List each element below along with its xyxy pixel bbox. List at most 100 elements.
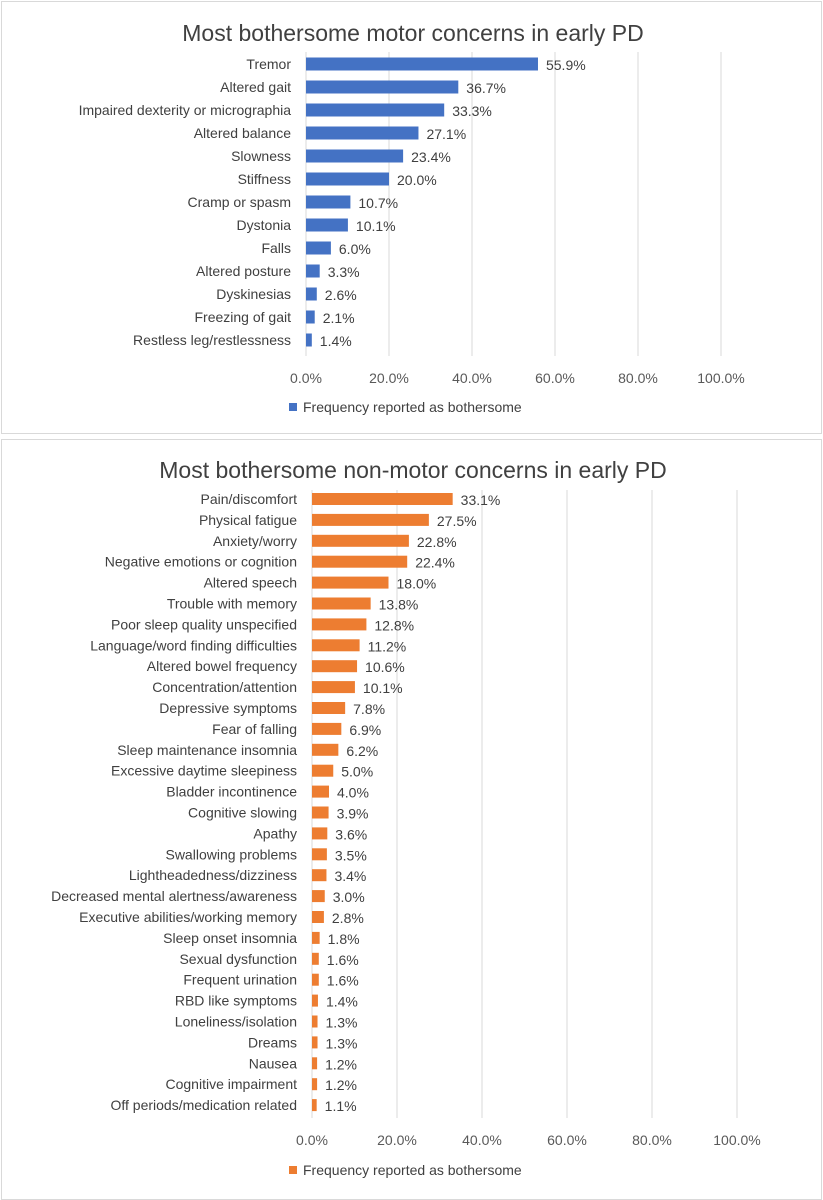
bar [312,597,371,610]
bar [312,764,334,777]
data-label: 3.6% [335,826,367,842]
bar [312,681,355,694]
category-label: Cramp or spasm [188,194,291,210]
category-label: Language/word finding difficulties [90,637,297,653]
data-label: 10.6% [365,659,405,675]
bar [312,743,339,756]
data-label: 1.6% [327,952,359,968]
bar [306,333,312,347]
x-tick-label: 60.0% [547,1132,587,1148]
category-label: Decreased mental alertness/awareness [51,888,297,904]
data-label: 3.9% [337,806,369,822]
data-label: 11.2% [368,638,407,654]
bar [306,57,538,71]
chart-title: Most bothersome non-motor concerns in ea… [159,457,667,483]
bar [312,827,328,840]
bar [312,1099,317,1112]
category-label: Freezing of gait [195,309,292,325]
category-label: Apathy [253,825,297,841]
data-label: 3.3% [328,264,360,280]
data-label: 3.0% [333,889,365,905]
bar [312,869,327,882]
bar [306,172,389,186]
legend-swatch [289,403,297,411]
data-label: 1.3% [326,1035,358,1051]
bar [312,1015,318,1028]
data-label: 6.0% [339,241,371,257]
bar [306,264,320,278]
x-tick-label: 40.0% [452,370,492,386]
data-label: 3.5% [335,847,367,863]
data-label: 18.0% [397,576,437,592]
legend-swatch [289,1166,297,1174]
x-tick-label: 100.0% [713,1132,760,1148]
bar [312,848,327,861]
data-label: 20.0% [397,172,437,188]
category-label: Sexual dysfunction [179,951,297,967]
bar [312,702,346,714]
nonmotor-chart-panel: Most bothersome non-motor concerns in ea… [1,439,822,1200]
category-label: Nausea [249,1055,297,1071]
data-label: 2.1% [323,310,355,326]
bar [306,287,317,301]
bar [312,639,360,652]
data-label: 10.1% [356,218,396,234]
data-label: 2.8% [332,910,364,926]
category-label: Concentration/attention [152,679,297,695]
category-label: Loneliness/isolation [175,1014,297,1030]
data-label: 10.1% [363,680,403,696]
data-label: 6.2% [346,743,378,759]
category-label: Trouble with memory [167,596,297,612]
bar [312,555,408,568]
bar [312,1078,318,1091]
data-label: 36.7% [466,80,506,96]
category-label: Excessive daytime sleepiness [111,763,297,779]
data-label: 4.0% [337,785,369,801]
bar [312,493,453,505]
category-label: Frequent urination [183,972,297,988]
bar [306,241,331,255]
category-label: Altered gait [220,79,291,95]
category-label: Slowness [231,148,291,164]
category-label: Altered speech [204,575,297,591]
legend-label: Frequency reported as bothersome [303,1162,522,1178]
category-label: Swallowing problems [165,846,297,862]
data-label: 1.3% [326,1015,358,1031]
data-label: 2.6% [325,287,357,303]
category-label: Fear of falling [212,721,297,737]
category-label: Executive abilities/working memory [79,909,297,925]
motor-chart-panel: Most bothersome motor concerns in early … [1,1,822,434]
bar [312,1057,318,1070]
category-label: Falls [261,240,291,256]
x-tick-label: 100.0% [697,370,744,386]
bar [312,660,358,673]
bar [312,952,319,965]
data-label: 12.8% [374,617,414,633]
bar [306,218,348,232]
category-label: Dreams [248,1034,297,1050]
x-tick-label: 0.0% [296,1132,328,1148]
bar [306,149,404,163]
x-tick-label: 80.0% [618,370,658,386]
x-tick-label: 20.0% [369,370,409,386]
data-label: 22.4% [415,555,455,571]
category-label: Depressive symptoms [159,700,297,716]
bar [312,785,329,798]
category-label: Pain/discomfort [201,491,298,507]
x-tick-label: 60.0% [535,370,575,386]
category-label: Negative emotions or cognition [105,554,297,570]
x-tick-label: 0.0% [290,370,322,386]
category-label: Dyskinesias [216,286,291,302]
data-label: 27.1% [426,126,466,142]
data-label: 1.8% [328,931,360,947]
data-label: 10.7% [358,195,398,211]
data-label: 7.8% [353,701,385,717]
bar [306,103,445,117]
data-label: 33.3% [452,103,492,119]
data-label: 27.5% [437,513,477,529]
bar [312,806,329,819]
data-label: 33.1% [461,492,501,508]
x-tick-label: 80.0% [632,1132,672,1148]
bar [312,534,409,547]
motor-chart: Most bothersome motor concerns in early … [79,20,745,415]
